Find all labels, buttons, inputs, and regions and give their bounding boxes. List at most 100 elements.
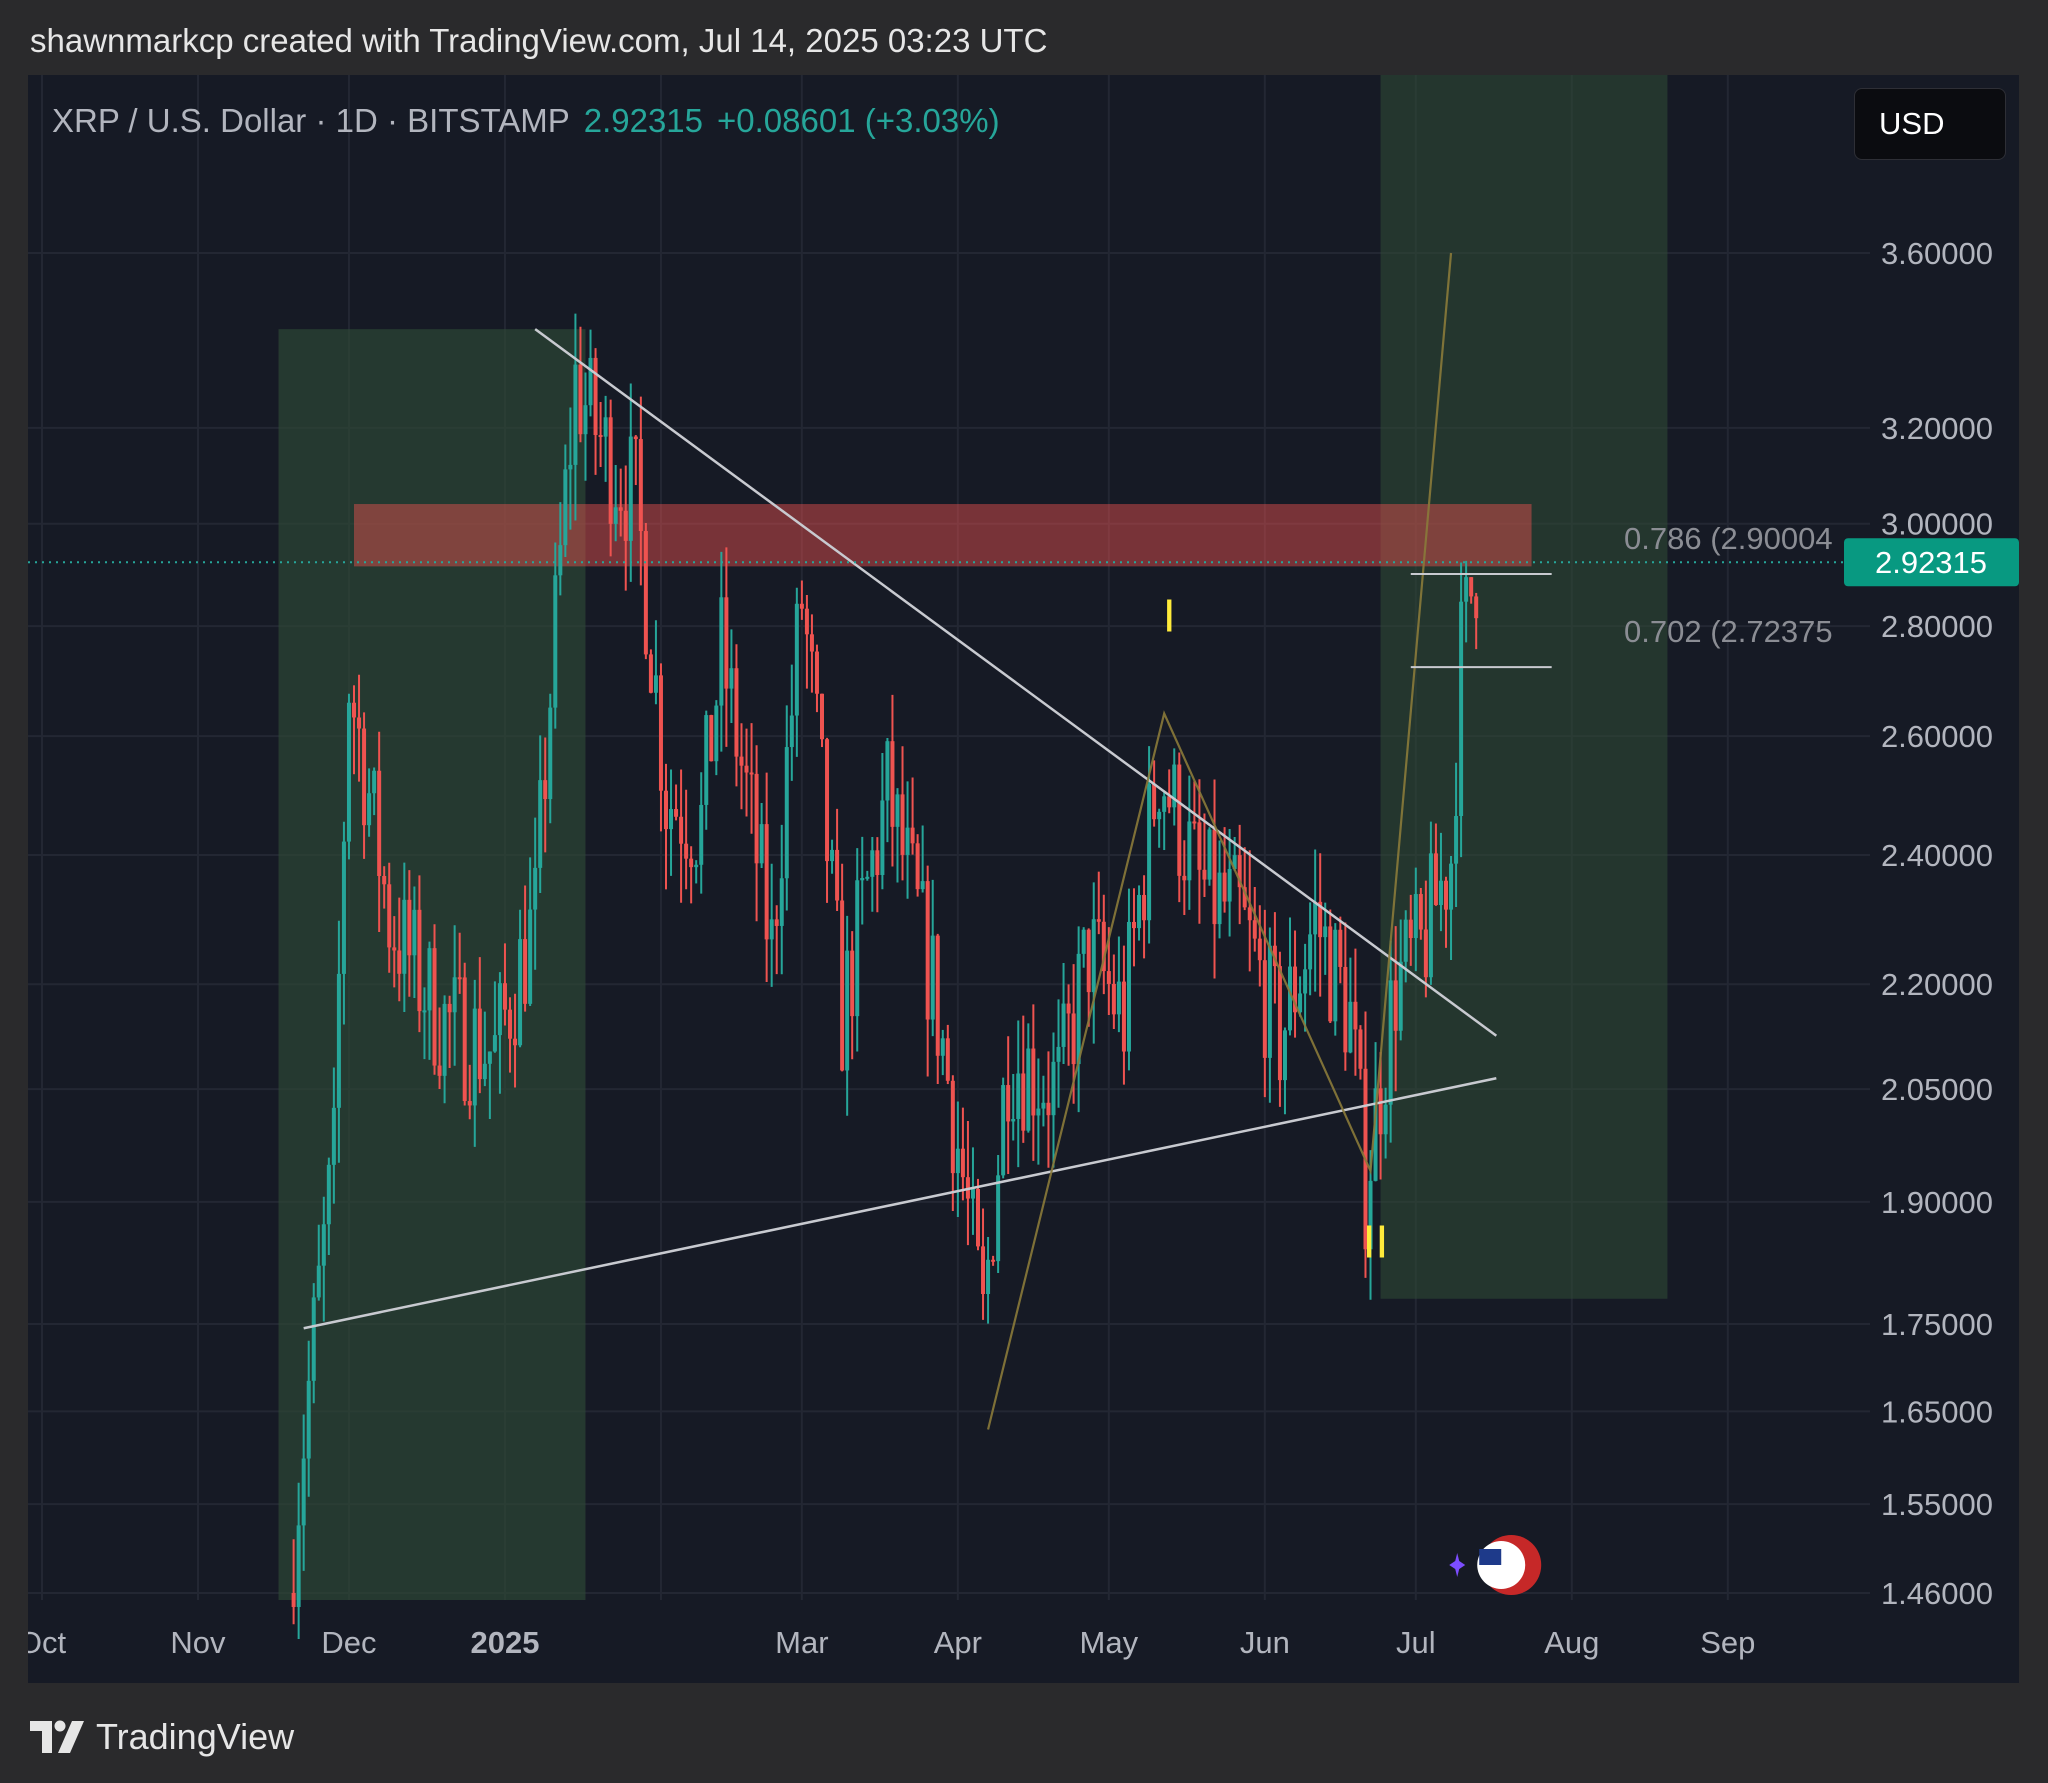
candle-body	[653, 675, 658, 693]
candle-body	[513, 1038, 518, 1046]
candle-body	[1348, 1001, 1353, 1053]
candle-body	[1338, 929, 1343, 967]
candle-body	[1212, 829, 1217, 925]
candle-body	[991, 1259, 996, 1262]
candle-body	[518, 939, 523, 1046]
candle-body	[870, 850, 875, 877]
candle-body	[769, 919, 774, 940]
candle-body	[296, 1525, 301, 1607]
candle-body	[930, 935, 935, 1020]
candle-body	[925, 881, 930, 1020]
candle-body	[417, 909, 422, 1012]
y-tick-label: 2.40000	[1881, 838, 1993, 873]
candle-body	[779, 878, 784, 926]
candle-body	[442, 1003, 447, 1076]
candle-body	[1121, 981, 1126, 1052]
candle-body	[427, 948, 432, 1011]
candle-body	[311, 1297, 316, 1381]
candle-body	[840, 900, 845, 1071]
candle-body	[970, 1189, 975, 1199]
candle-body	[1066, 1003, 1071, 1014]
wave-label-1: I	[1163, 589, 1176, 641]
candle-body	[1006, 1085, 1011, 1122]
candle-body	[447, 1003, 452, 1013]
candle-body	[382, 875, 387, 885]
y-tick-label: 3.00000	[1881, 507, 1993, 542]
candle-body	[855, 880, 860, 1017]
chart-frame[interactable]: 0.786 (2.90004 0.702 (2.72375 I II 3.60000 3…	[18, 75, 2019, 1683]
candle-body	[960, 1148, 965, 1178]
candle-body	[1021, 1073, 1026, 1131]
candle-body	[1313, 901, 1318, 935]
candle-body	[1116, 981, 1121, 1015]
candle-body	[377, 770, 382, 876]
candle-body	[996, 1175, 1001, 1262]
candle-body	[1418, 894, 1423, 930]
candle-body	[1167, 796, 1172, 808]
candle-body	[694, 864, 699, 868]
candle-body	[1353, 1001, 1358, 1030]
candle-body	[749, 772, 754, 775]
candle-body	[1081, 929, 1086, 954]
tradingview-logo[interactable]: TradingView	[28, 1712, 294, 1762]
candle-body	[618, 507, 623, 511]
candle-body	[820, 693, 824, 740]
candle-body	[658, 675, 663, 791]
candle-body	[638, 439, 643, 532]
tradingview-logo-icon	[30, 1720, 84, 1753]
candle-body	[336, 973, 341, 1108]
candle-body	[452, 977, 457, 1013]
candle-body	[754, 773, 759, 864]
candle-body	[1227, 869, 1232, 902]
candle-body	[407, 899, 412, 956]
candle-body	[1277, 966, 1282, 1081]
candle-body	[1222, 872, 1227, 902]
candle-body	[1172, 764, 1177, 808]
candle-body	[789, 715, 794, 748]
candle-body	[981, 1246, 986, 1295]
candle-body	[955, 1148, 960, 1174]
candle-body	[341, 841, 346, 974]
candle-body	[1257, 938, 1262, 961]
candle-body	[709, 715, 714, 762]
candle-body	[568, 464, 573, 470]
candle-body	[920, 881, 925, 890]
candle-body	[402, 899, 407, 974]
candle-body	[437, 1065, 442, 1076]
candle-body	[563, 469, 568, 546]
candle-body	[814, 651, 819, 694]
candle-body	[724, 597, 729, 689]
candle-body	[1192, 821, 1197, 824]
candle-body	[1137, 894, 1142, 929]
candle-body	[598, 435, 603, 438]
candle-body	[583, 405, 588, 435]
sparkle-icon	[1449, 1553, 1466, 1577]
candle-body	[1197, 822, 1202, 870]
candle-body	[1207, 829, 1212, 880]
currency-button[interactable]: USD	[1854, 88, 2006, 160]
candle-body	[1076, 953, 1081, 1065]
candle-body	[1368, 1180, 1373, 1250]
candle-body	[477, 1008, 482, 1080]
candle-body	[472, 1008, 477, 1106]
candle-body	[558, 545, 563, 576]
y-tick-label: 1.55000	[1881, 1487, 1993, 1522]
candle-body	[1323, 926, 1328, 938]
candle-body	[1091, 919, 1096, 993]
candle-body	[1152, 783, 1157, 820]
symbol-title: XRP / U.S. Dollar · 1D · BITSTAMP	[52, 102, 570, 139]
candle-body	[1147, 783, 1152, 921]
candle-body	[628, 436, 633, 541]
candle-body	[1056, 1046, 1061, 1062]
candle-body	[759, 824, 764, 864]
y-tick-label: 1.46000	[1881, 1576, 1993, 1611]
resistance-zone	[354, 504, 1532, 567]
candle-body	[900, 794, 905, 855]
candle-body	[1071, 1013, 1076, 1065]
candle-body	[412, 909, 417, 956]
candle-body	[704, 715, 709, 805]
candle-body	[1308, 934, 1313, 970]
candle-body	[1343, 966, 1348, 1053]
candle-body	[648, 654, 653, 693]
